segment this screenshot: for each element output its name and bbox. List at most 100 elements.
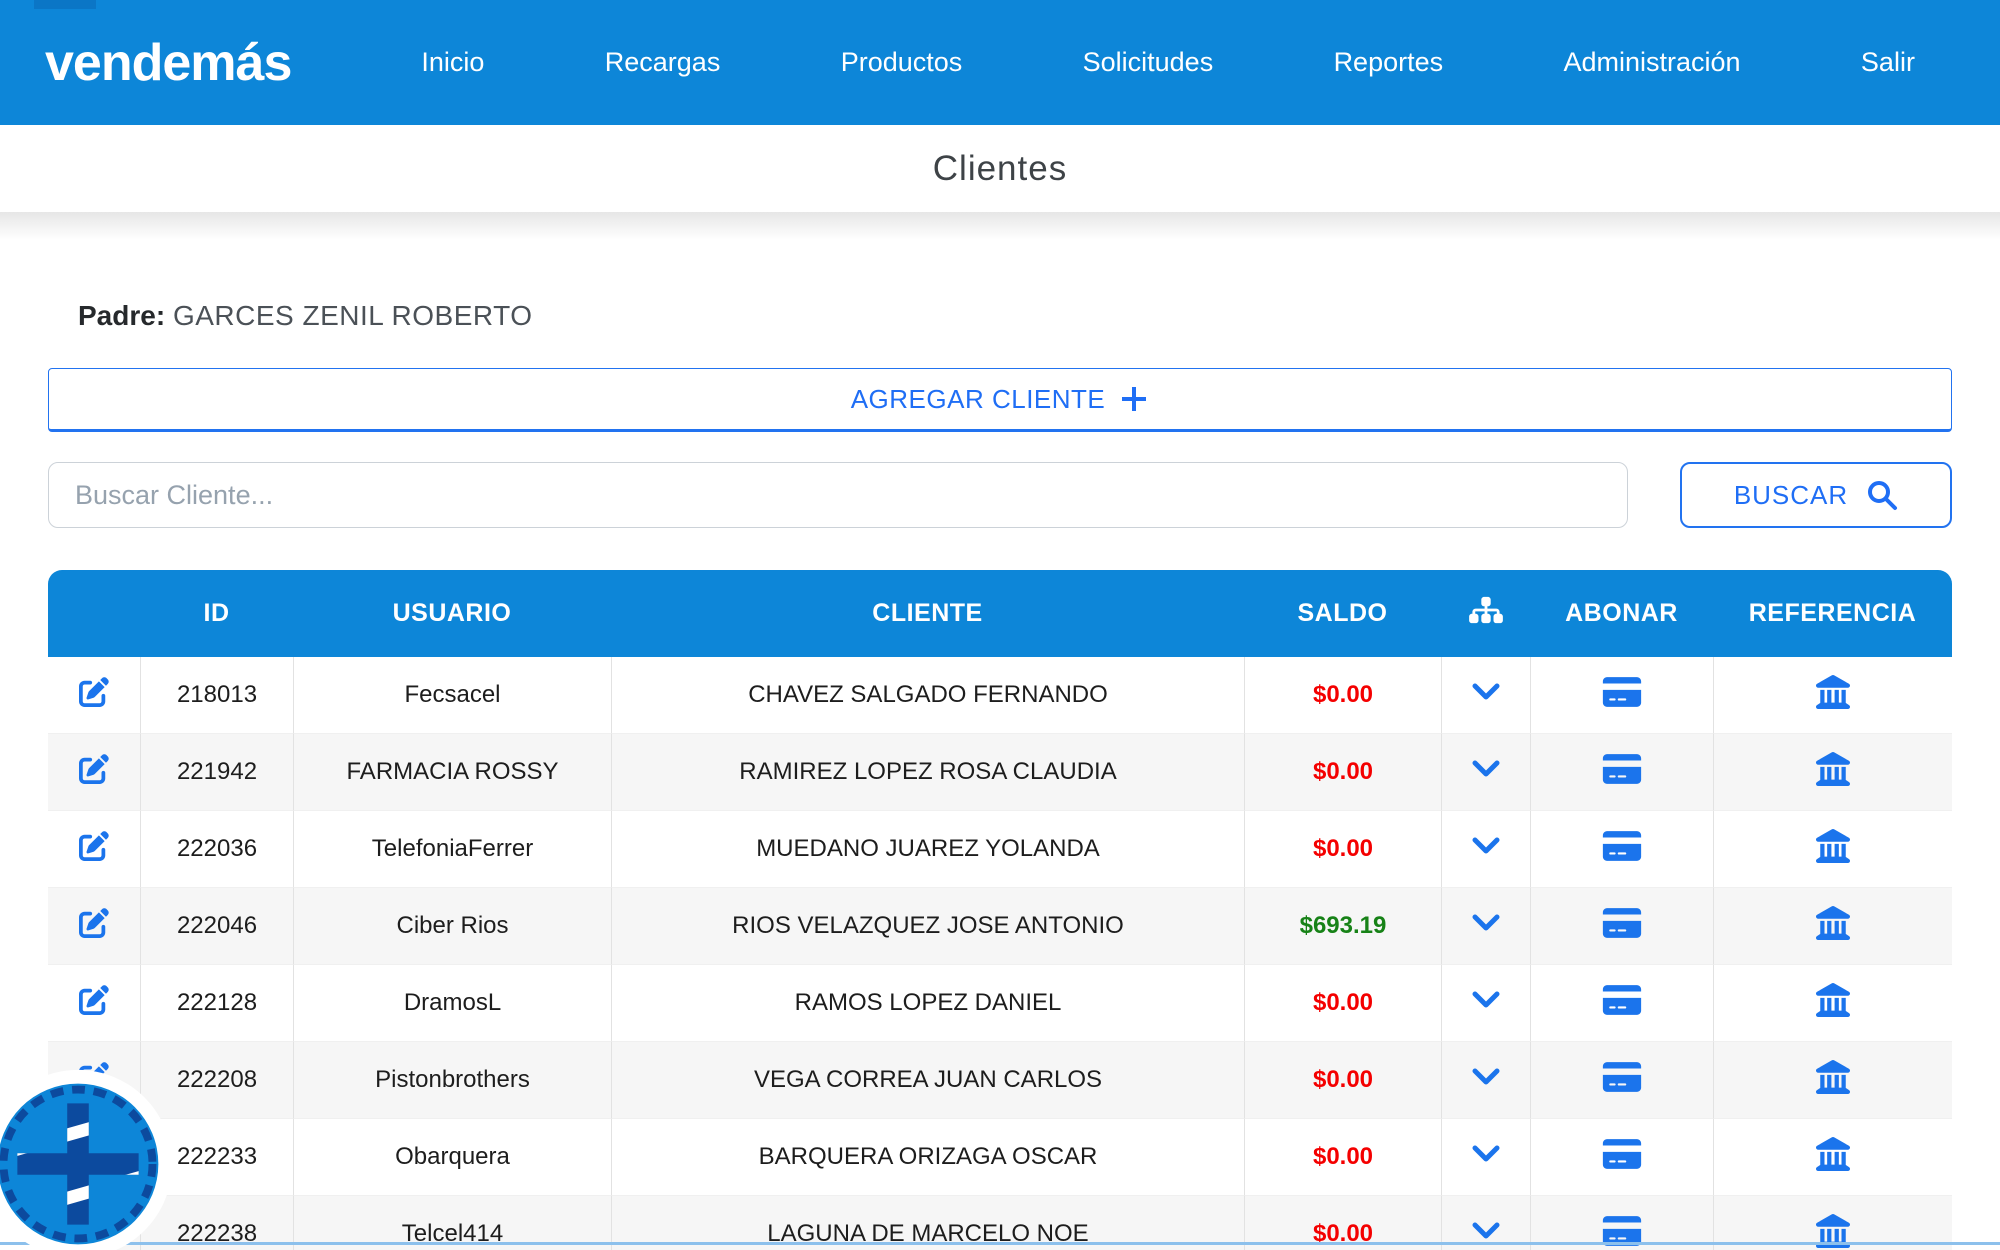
client-table-body: 218013 Fecsacel CHAVEZ SALGADO FERNANDO … [48, 657, 1952, 1250]
bank-icon[interactable] [1816, 828, 1850, 863]
nav-item-reportes[interactable]: Reportes [1333, 47, 1444, 77]
search-button-label: BUSCAR [1733, 479, 1849, 510]
nav-item-recargas[interactable]: Recargas [604, 47, 721, 77]
row-id: 222036 [140, 811, 293, 888]
bank-icon[interactable] [1816, 905, 1850, 940]
chevron-down-icon[interactable] [1471, 990, 1501, 1010]
bank-icon[interactable] [1816, 674, 1850, 709]
credit-card-icon[interactable] [1602, 752, 1642, 786]
row-saldo: $693.19 [1244, 888, 1441, 965]
credit-card-icon[interactable] [1602, 1060, 1642, 1094]
row-cliente: RAMIREZ LOPEZ ROSA CLAUDIA [611, 734, 1244, 811]
row-id: 218013 [140, 657, 293, 734]
chevron-down-icon[interactable] [1471, 913, 1501, 933]
header-edit [48, 570, 140, 657]
credit-card-icon[interactable] [1602, 1137, 1642, 1171]
chevron-down-icon[interactable] [1471, 1067, 1501, 1087]
credit-card-icon[interactable] [1602, 675, 1642, 709]
nav-item-inicio[interactable]: Inicio [421, 47, 485, 77]
plus-icon [1119, 384, 1149, 414]
parent-name: GARCES ZENIL ROBERTO [172, 300, 533, 331]
header-cliente: CLIENTE [611, 570, 1244, 657]
table-row: 222036 TelefoniaFerrer MUEDANO JUAREZ YO… [48, 811, 1952, 888]
row-usuario: Fecsacel [293, 657, 611, 734]
page-title-bar: Clientes [0, 125, 2000, 212]
row-id: 222046 [140, 888, 293, 965]
row-cliente: RAMOS LOPEZ DANIEL [611, 965, 1244, 1042]
table-row: 218013 Fecsacel CHAVEZ SALGADO FERNANDO … [48, 657, 1952, 734]
page-title: Clientes [932, 148, 1068, 188]
header-id: ID [140, 570, 293, 657]
bottom-divider-line [0, 1242, 2000, 1245]
table-row: 222233 Obarquera BARQUERA ORIZAGA OSCAR … [48, 1119, 1952, 1196]
parent-info: Padre: GARCES ZENIL ROBERTO [78, 300, 1952, 332]
chevron-down-icon[interactable] [1471, 1221, 1501, 1241]
row-usuario: Ciber Rios [293, 888, 611, 965]
row-saldo: $0.00 [1244, 1042, 1441, 1119]
table-row: 221942 FARMACIA ROSSY RAMIREZ LOPEZ ROSA… [48, 734, 1952, 811]
row-usuario: TelefoniaFerrer [293, 811, 611, 888]
search-icon [1866, 479, 1898, 511]
row-cliente: RIOS VELAZQUEZ JOSE ANTONIO [611, 888, 1244, 965]
bank-icon[interactable] [1816, 982, 1850, 1017]
edit-icon[interactable] [79, 676, 109, 707]
row-usuario: Pistonbrothers [293, 1042, 611, 1119]
add-client-button[interactable]: AGREGAR CLIENTE [48, 368, 1952, 432]
header-referencia: REFERENCIA [1713, 570, 1952, 657]
search-button[interactable]: BUSCAR [1680, 462, 1952, 528]
brand-plus-icon [0, 1069, 173, 1250]
row-saldo: $0.00 [1244, 811, 1441, 888]
main-content: Padre: GARCES ZENIL ROBERTO AGREGAR CLIE… [0, 300, 2000, 1250]
main-nav: Inicio Recargas Productos Solicitudes Re… [421, 47, 1915, 78]
nav-item-salir[interactable]: Salir [1860, 47, 1915, 77]
title-shadow [0, 212, 2000, 240]
row-cliente: BARQUERA ORIZAGA OSCAR [611, 1119, 1244, 1196]
top-navigation: vendemás Inicio Recargas Productos Solic… [0, 0, 2000, 125]
corner-artifact [34, 0, 96, 9]
chevron-down-icon[interactable] [1471, 759, 1501, 779]
row-usuario: FARMACIA ROSSY [293, 734, 611, 811]
credit-card-icon[interactable] [1602, 1214, 1642, 1248]
add-client-label: AGREGAR CLIENTE [850, 383, 1106, 414]
credit-card-icon[interactable] [1602, 829, 1642, 863]
table-row: 222208 Pistonbrothers VEGA CORREA JUAN C… [48, 1042, 1952, 1119]
row-cliente: MUEDANO JUAREZ YOLANDA [611, 811, 1244, 888]
row-saldo: $0.00 [1244, 965, 1441, 1042]
clients-table: ID USUARIO CLIENTE SALDO ABONAR REFERENC… [48, 570, 1952, 1250]
bank-icon[interactable] [1816, 751, 1850, 786]
sitemap-icon [1468, 595, 1503, 625]
row-usuario: Obarquera [293, 1119, 611, 1196]
nav-item-administracion[interactable]: Administración [1563, 47, 1741, 77]
floating-brand-plus-button[interactable] [0, 1066, 176, 1250]
credit-card-icon[interactable] [1602, 983, 1642, 1017]
row-cliente: VEGA CORREA JUAN CARLOS [611, 1042, 1244, 1119]
chevron-down-icon[interactable] [1471, 682, 1501, 702]
row-id: 221942 [140, 734, 293, 811]
credit-card-icon[interactable] [1602, 906, 1642, 940]
chevron-down-icon[interactable] [1471, 1144, 1501, 1164]
header-abonar: ABONAR [1530, 570, 1713, 657]
row-id: 222128 [140, 965, 293, 1042]
edit-icon[interactable] [79, 907, 109, 938]
row-saldo: $0.00 [1244, 657, 1441, 734]
row-usuario: DramosL [293, 965, 611, 1042]
row-cliente: CHAVEZ SALGADO FERNANDO [611, 657, 1244, 734]
row-saldo: $0.00 [1244, 1119, 1441, 1196]
parent-label: Padre: [78, 300, 166, 331]
chevron-down-icon[interactable] [1471, 836, 1501, 856]
nav-item-solicitudes[interactable]: Solicitudes [1082, 47, 1214, 77]
edit-icon[interactable] [79, 984, 109, 1015]
search-row: BUSCAR [48, 462, 1952, 528]
edit-icon[interactable] [79, 830, 109, 861]
bank-icon[interactable] [1816, 1213, 1850, 1248]
nav-item-productos[interactable]: Productos [840, 47, 963, 77]
table-row: 222128 DramosL RAMOS LOPEZ DANIEL $0.00 [48, 965, 1952, 1042]
row-saldo: $0.00 [1244, 734, 1441, 811]
bank-icon[interactable] [1816, 1136, 1850, 1171]
row-id: 222208 [140, 1042, 293, 1119]
edit-icon[interactable] [79, 753, 109, 784]
header-saldo: SALDO [1244, 570, 1441, 657]
search-input[interactable] [48, 462, 1628, 528]
brand-logo[interactable]: vendemás [45, 33, 292, 92]
bank-icon[interactable] [1816, 1059, 1850, 1094]
